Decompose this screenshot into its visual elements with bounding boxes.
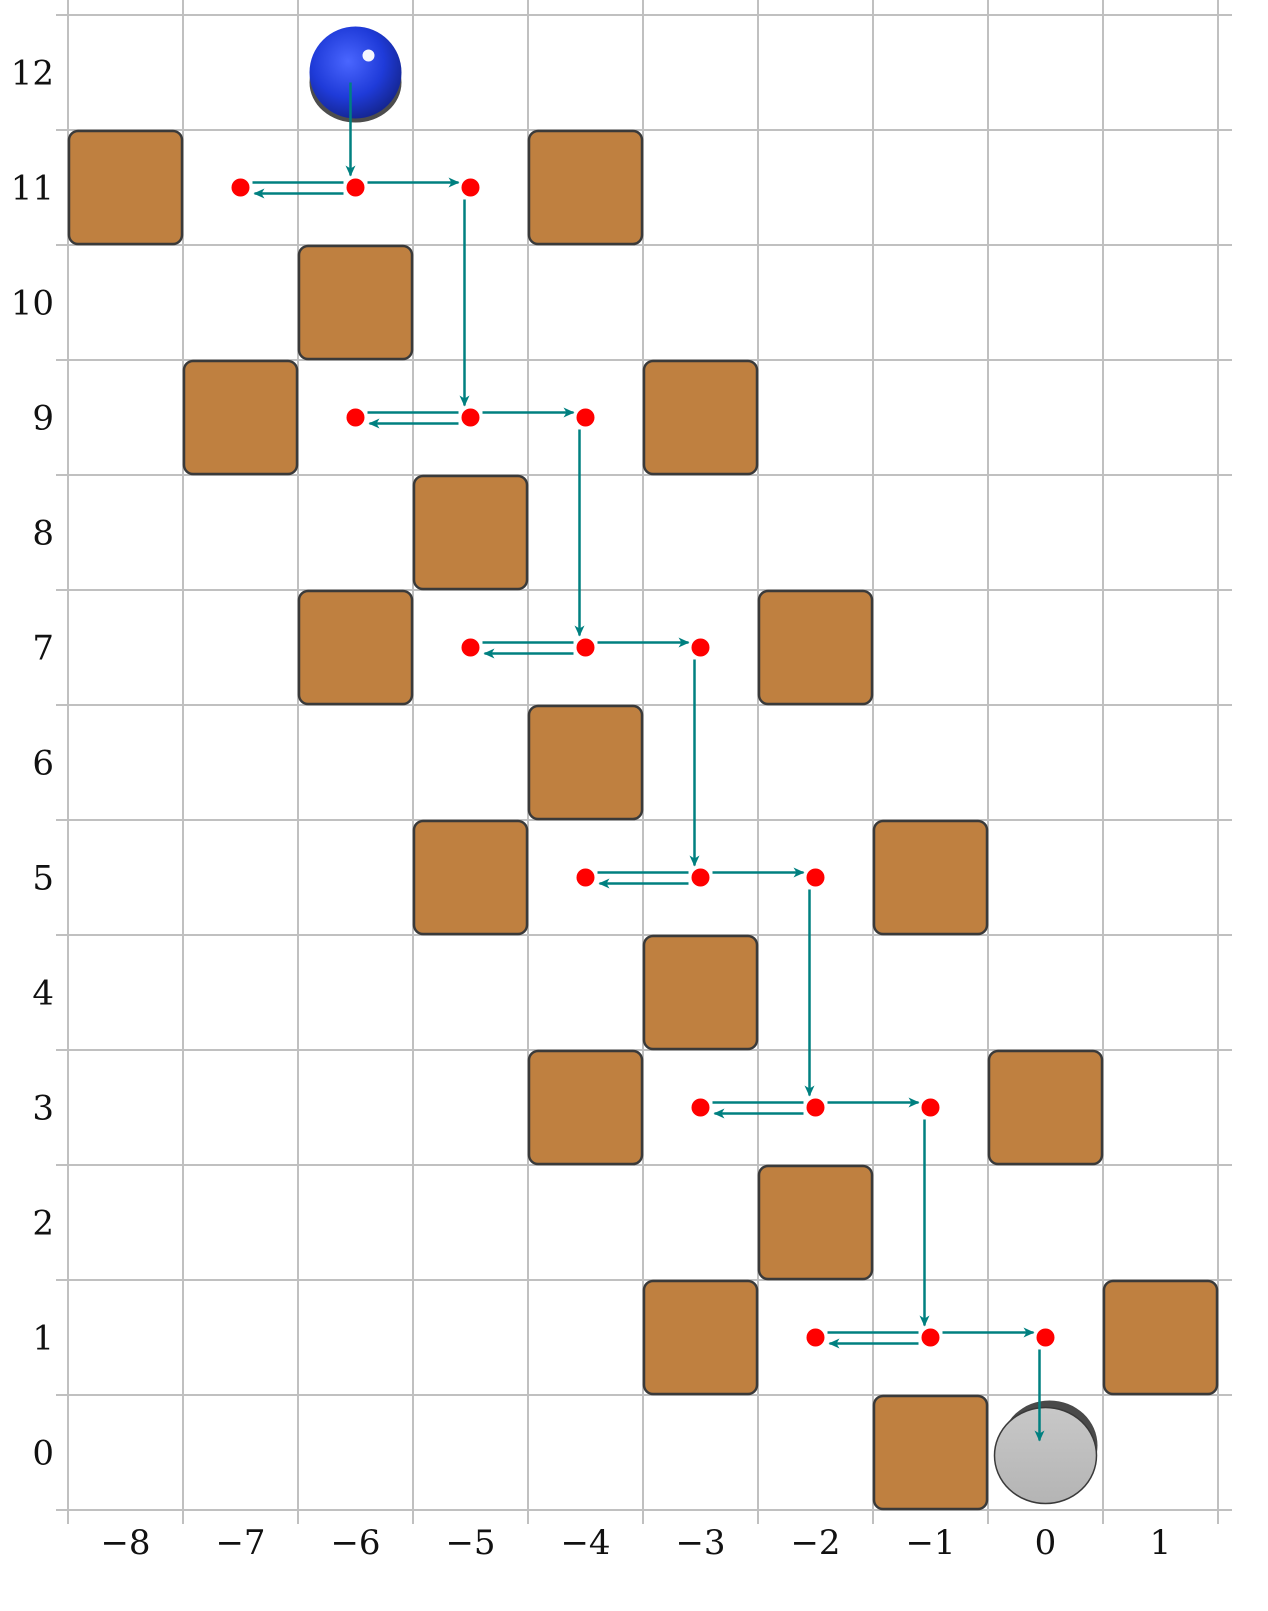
path-dot <box>691 638 710 657</box>
y-axis-tick-label: 3 <box>32 1089 54 1129</box>
path-dot <box>806 1098 825 1117</box>
crate-block <box>527 1049 644 1166</box>
x-axis-tick-label: −4 <box>560 1523 610 1563</box>
x-axis-tick-label: −2 <box>790 1523 840 1563</box>
x-axis-labels: −8 −7 −6 −5 −4 −3 −2 −1 0 1 <box>100 1523 1171 1563</box>
crate-block <box>757 1164 874 1281</box>
y-axis-tick-label: 12 <box>11 54 54 94</box>
y-axis-tick-label: 0 <box>32 1434 54 1474</box>
x-axis-tick-label: −6 <box>330 1523 380 1563</box>
crate-block <box>987 1049 1104 1166</box>
x-axis-tick-label: −5 <box>445 1523 495 1563</box>
y-axis-tick-label: 6 <box>32 744 54 784</box>
path-dots <box>231 178 1055 1347</box>
path-dot <box>921 1328 940 1347</box>
path-dot <box>1036 1328 1055 1347</box>
x-axis-tick-label: 1 <box>1150 1523 1172 1563</box>
crate-block <box>297 244 414 361</box>
start-ball <box>309 26 402 123</box>
y-axis-tick-label: 4 <box>32 974 54 1014</box>
crate-block <box>872 819 989 936</box>
crate-block <box>1102 1279 1219 1396</box>
move-arrows <box>252 82 1045 1442</box>
x-axis-tick-label: −7 <box>215 1523 265 1563</box>
path-dot <box>346 408 365 427</box>
x-axis-tick-label: −1 <box>905 1523 955 1563</box>
crates <box>67 129 1219 1511</box>
path-dot <box>576 408 595 427</box>
y-axis-tick-label: 1 <box>32 1319 54 1359</box>
y-axis-tick-label: 11 <box>11 169 54 209</box>
path-dot <box>461 178 480 197</box>
crate-block <box>642 1279 759 1396</box>
y-axis-tick-label: 9 <box>32 399 54 439</box>
crate-block <box>757 589 874 706</box>
path-dot <box>806 1328 825 1347</box>
blue-ball-icon <box>309 26 402 123</box>
gray-hole-icon <box>993 1400 1098 1505</box>
path-dot <box>921 1098 940 1117</box>
y-axis-tick-label: 8 <box>32 514 54 554</box>
x-axis-tick-label: −8 <box>100 1523 150 1563</box>
path-dot <box>461 638 480 657</box>
crate-block <box>412 819 529 936</box>
path-dot <box>576 868 595 887</box>
crate-block <box>527 704 644 821</box>
y-axis-tick-label: 7 <box>32 629 54 669</box>
y-axis-tick-label: 5 <box>32 859 54 899</box>
y-axis-tick-label: 2 <box>32 1204 54 1244</box>
path-dot <box>576 638 595 657</box>
crate-block <box>182 359 299 476</box>
grid-lines <box>56 0 1232 1524</box>
x-axis-tick-label: −3 <box>675 1523 725 1563</box>
path-dot <box>346 178 365 197</box>
path-dot <box>691 868 710 887</box>
crate-block <box>527 129 644 246</box>
crate-block <box>642 359 759 476</box>
crate-block <box>412 474 529 591</box>
path-dot <box>461 408 480 427</box>
crate-block <box>67 129 184 246</box>
x-axis-tick-label: 0 <box>1035 1523 1057 1563</box>
path-dot <box>231 178 250 197</box>
crate-block <box>642 934 759 1051</box>
path-dot <box>806 868 825 887</box>
crate-block <box>872 1394 989 1511</box>
y-axis-tick-label: 10 <box>11 284 54 324</box>
path-dot <box>691 1098 710 1117</box>
crate-block <box>297 589 414 706</box>
goal-hole <box>993 1400 1098 1505</box>
